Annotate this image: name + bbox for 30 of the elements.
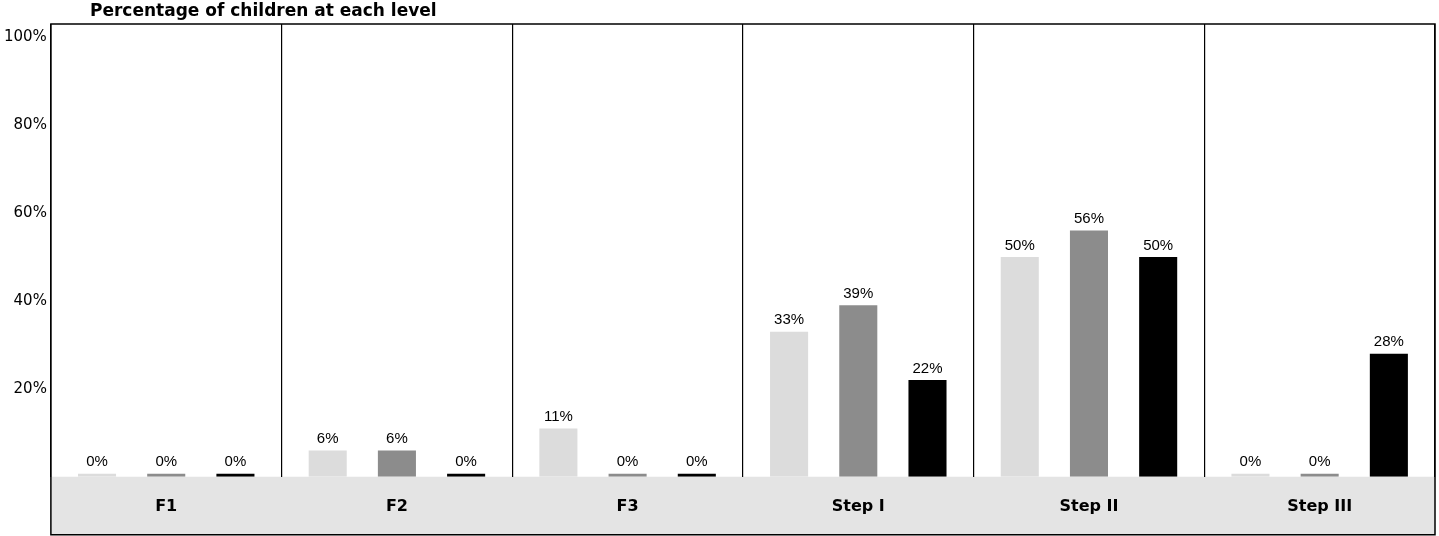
y-tick-label: 40% bbox=[13, 290, 47, 309]
x-tick-label: F1 bbox=[155, 495, 178, 515]
data-label: 0% bbox=[685, 452, 708, 470]
data-label: 50% bbox=[1143, 235, 1174, 253]
data-label: 6% bbox=[386, 429, 408, 447]
y-tick-label: 60% bbox=[13, 202, 47, 221]
x-tick-label: Step I bbox=[831, 495, 885, 515]
data-label: 22% bbox=[912, 358, 943, 376]
data-label: 0% bbox=[1239, 452, 1262, 470]
data-label: 0% bbox=[86, 452, 108, 470]
data-label: 0% bbox=[155, 452, 178, 470]
y-tick-label: 80% bbox=[13, 115, 47, 133]
y-tick-label: 20% bbox=[13, 378, 47, 397]
data-label: 0% bbox=[616, 452, 639, 470]
data-label: 11% bbox=[543, 407, 573, 425]
data-label: 56% bbox=[1073, 209, 1104, 227]
data-label: 39% bbox=[843, 283, 874, 301]
data-label: 0% bbox=[1308, 452, 1331, 470]
data-label: 0% bbox=[455, 452, 477, 470]
x-tick-label: Step III bbox=[1287, 495, 1353, 515]
y-tick-label: 100% bbox=[3, 27, 47, 46]
data-label: 0% bbox=[224, 452, 247, 470]
x-tick-label: F3 bbox=[616, 495, 639, 515]
chart-title: Percentage of children at each level bbox=[90, 0, 437, 20]
data-label: 28% bbox=[1373, 332, 1404, 350]
data-label: 50% bbox=[1004, 235, 1035, 253]
data-label: 6% bbox=[316, 429, 339, 447]
data-label: 33% bbox=[774, 310, 805, 328]
x-tick-label: F2 bbox=[385, 495, 408, 515]
x-tick-label: Step II bbox=[1059, 495, 1119, 515]
